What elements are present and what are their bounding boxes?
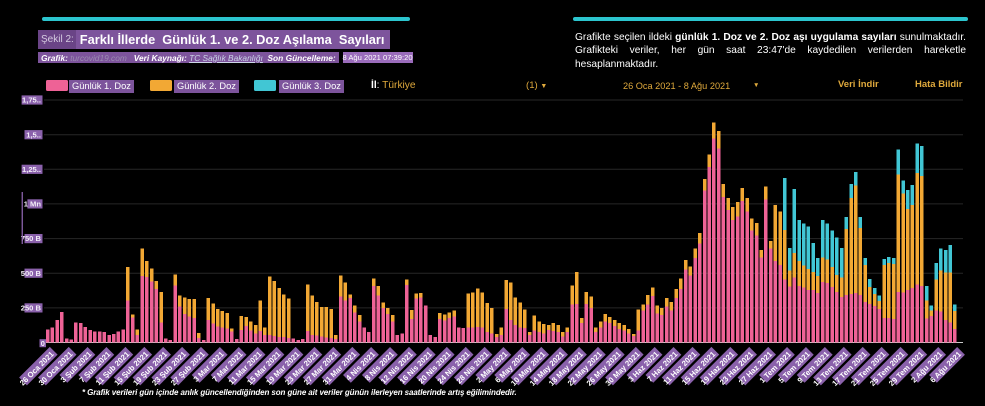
- svg-text:1,25..: 1,25..: [22, 165, 41, 174]
- svg-text:250 B: 250 B: [21, 304, 42, 313]
- svg-text:500 B: 500 B: [21, 269, 42, 278]
- svg-text:1 Mn: 1 Mn: [24, 200, 42, 209]
- svg-text:0: 0: [41, 339, 45, 348]
- svg-text:1,5..: 1,5..: [26, 130, 41, 139]
- svg-text:750 B: 750 B: [21, 234, 42, 243]
- svg-text:1,75..: 1,75..: [22, 96, 41, 105]
